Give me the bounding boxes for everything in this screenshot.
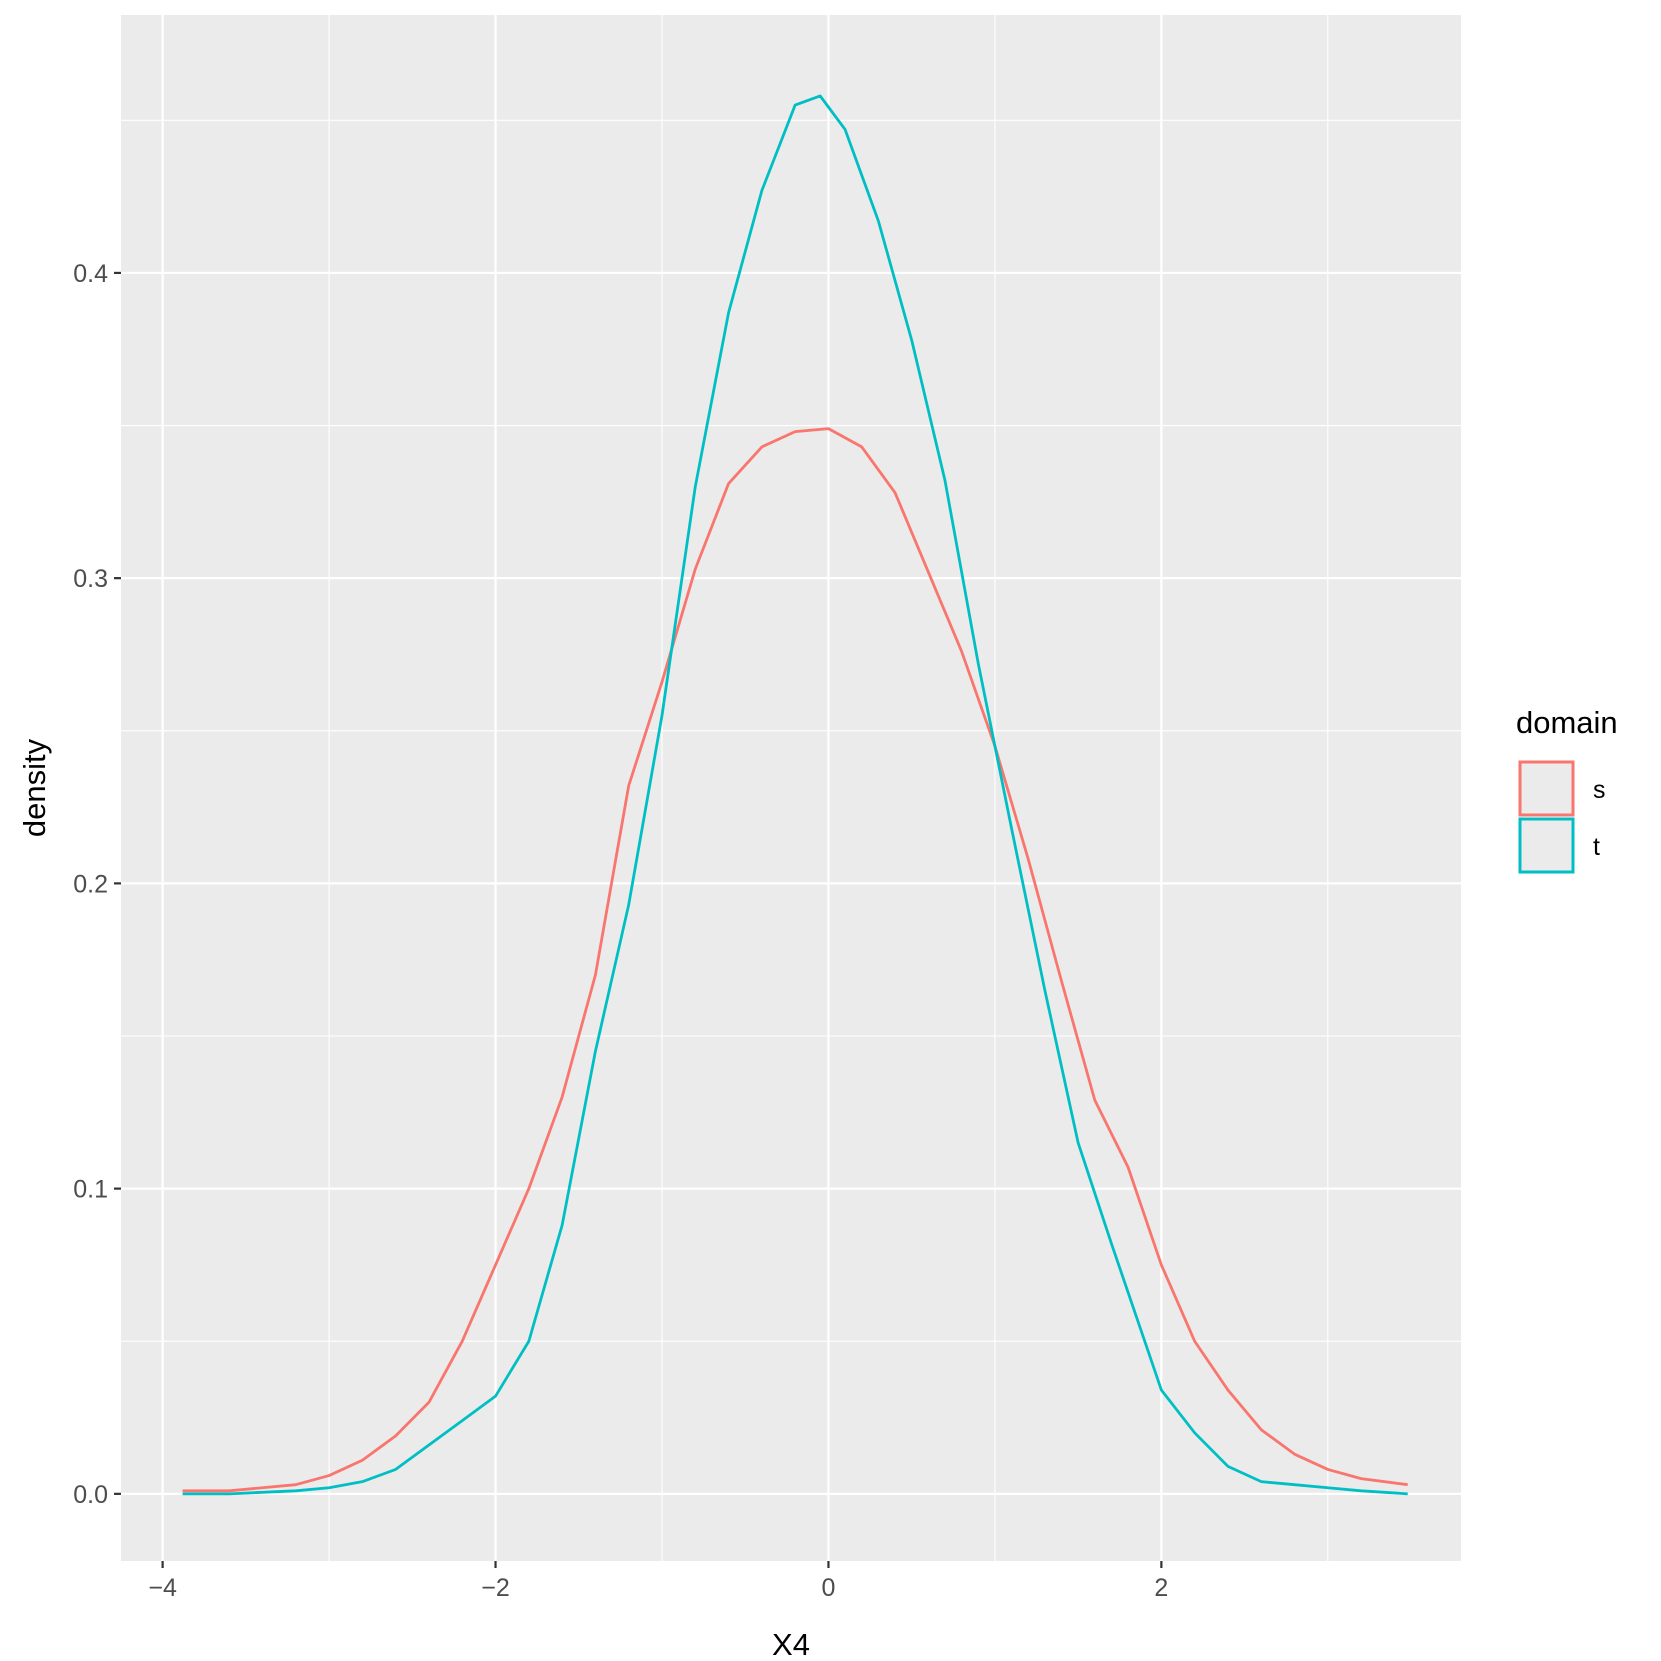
legend: domain s t <box>1516 705 1618 874</box>
legend-item-t: t <box>1518 817 1600 874</box>
y-tick-label: 0.1 <box>73 1176 108 1204</box>
legend-key-t <box>1518 817 1575 874</box>
x-tick-label: 2 <box>1154 1574 1168 1602</box>
panel-background <box>121 15 1461 1561</box>
series-line-t <box>182 94 1408 1496</box>
y-axis-title: density <box>17 738 52 837</box>
legend-label-t: t <box>1593 833 1600 861</box>
series-line-s <box>182 427 1408 1493</box>
plot-panel <box>121 15 1461 1561</box>
y-tick-label: 0.3 <box>73 565 108 593</box>
y-tick-label: 0.0 <box>73 1481 108 1509</box>
axes: −4 −2 0 2 0.0 0.1 0.2 0.3 0.4 <box>73 260 1168 1602</box>
y-tick-label: 0.4 <box>73 260 108 288</box>
x-tick-label: −4 <box>148 1574 177 1602</box>
series-lines <box>182 94 1408 1496</box>
x-axis-title: X4 <box>772 1627 810 1661</box>
y-tick-label: 0.2 <box>73 870 108 898</box>
legend-title: domain <box>1516 705 1618 740</box>
legend-label-s: s <box>1593 776 1606 804</box>
legend-key-s <box>1518 760 1575 817</box>
legend-item-s: s <box>1518 760 1606 817</box>
x-tick-label: −2 <box>481 1574 510 1602</box>
x-tick-label: 0 <box>822 1574 836 1602</box>
